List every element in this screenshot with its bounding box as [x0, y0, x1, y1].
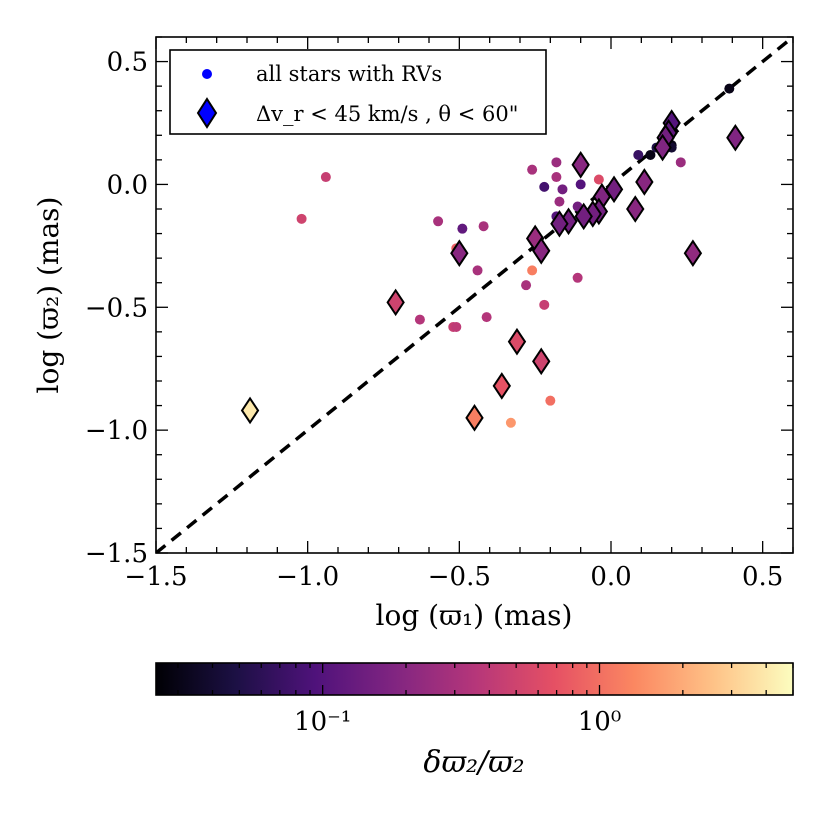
scatter-point: [557, 184, 568, 195]
x-tick-label: 0.5: [742, 562, 783, 592]
legend-label-all-stars: all stars with RVs: [256, 62, 442, 86]
scatter-point: [433, 216, 444, 227]
y-axis-label: log (ϖ₂) (mas): [32, 197, 65, 394]
legend-diamond-marker: [196, 97, 218, 129]
scatter-point: [539, 181, 550, 192]
scatter-point: [551, 157, 562, 168]
plot-frame: [155, 36, 794, 554]
scatter-point: [527, 164, 538, 175]
x-tick-label: 0.0: [590, 562, 631, 592]
colorbar-label: δϖ₂/ϖ₂: [423, 745, 524, 780]
scatter-point: [593, 174, 604, 185]
scatter-point: [539, 299, 550, 310]
series-selected-pairs: [240, 109, 745, 432]
scatter-point: [296, 213, 307, 224]
diamond-point: [574, 202, 593, 231]
diamond-point: [532, 236, 551, 265]
x-axis: −1.5 −1.0 −0.5 0.0 0.5: [124, 37, 794, 592]
scatter-point: [481, 312, 492, 323]
diamond-point: [450, 239, 469, 268]
scatter-point: [545, 395, 556, 406]
diamond-point: [465, 404, 484, 432]
diamond-point: [604, 175, 624, 204]
scatter-point: [451, 321, 462, 332]
diamond-point: [507, 327, 527, 356]
x-tick-label: −1.5: [124, 562, 187, 592]
scatter-point: [505, 417, 516, 428]
scatter-point: [554, 196, 565, 207]
one-to-one-dashed-line: [156, 37, 793, 553]
diamond-point: [726, 123, 745, 152]
scatter-point: [675, 157, 686, 168]
x-axis-label: log (ϖ₁) (mas): [376, 599, 573, 632]
scatter-point: [633, 149, 644, 160]
y-tick-label: −0.5: [85, 293, 148, 323]
y-tick-label: −1.0: [85, 416, 148, 446]
y-tick-label: 0.5: [107, 48, 148, 78]
legend: all stars with RVs Δv_r < 45 km/s , θ < …: [169, 49, 547, 135]
diamond-point: [626, 195, 645, 223]
scatter-point: [575, 179, 586, 190]
scatter-point: [645, 149, 656, 160]
diamond-point: [571, 150, 590, 179]
one-to-one-line: [156, 37, 793, 553]
colorbar-tick-label: 10⁰: [578, 707, 622, 737]
scatter-point: [414, 314, 425, 325]
y-axis: −1.5 −1.0 −0.5 0.0 0.5: [85, 36, 793, 569]
legend-box: [169, 49, 547, 135]
scatter-point: [472, 265, 483, 276]
colorbar-tick-label: 10⁻¹: [294, 707, 351, 737]
y-tick-label: 0.0: [107, 170, 148, 200]
scatter-point: [457, 223, 468, 234]
scatter-point: [478, 221, 489, 232]
scatter-point: [521, 280, 532, 291]
scatter-point: [551, 172, 562, 183]
diamond-point: [492, 372, 512, 400]
scatter-point: [724, 83, 735, 94]
colorbar-ticks: 10⁻¹ 10⁰: [177, 663, 794, 737]
legend-label-selected-pairs: Δv_r < 45 km/s , θ < 60": [256, 102, 518, 126]
diamond-point: [683, 239, 703, 268]
diamond-point: [532, 347, 551, 376]
scatter-point: [527, 265, 538, 276]
x-tick-label: −0.5: [428, 562, 491, 592]
colorbar: 10⁻¹ 10⁰ δϖ₂/ϖ₂: [155, 662, 794, 780]
plot-area: −1.5 −1.0 −0.5 0.0 0.5 −1.5 −1.0 −0.5 0.0 0.5 al…: [32, 36, 794, 632]
x-tick-label: −1.0: [276, 562, 339, 592]
diamond-point: [653, 133, 672, 162]
diamond-point: [240, 396, 260, 425]
scatter-point: [572, 272, 583, 283]
diamond-point: [635, 168, 654, 196]
y-tick-label: −1.5: [85, 539, 148, 569]
colorbar-gradient: [155, 662, 794, 696]
scatter-point: [320, 172, 331, 183]
legend-circle-marker: [202, 69, 212, 79]
diamond-point: [550, 209, 569, 238]
diamond-point: [386, 288, 405, 317]
